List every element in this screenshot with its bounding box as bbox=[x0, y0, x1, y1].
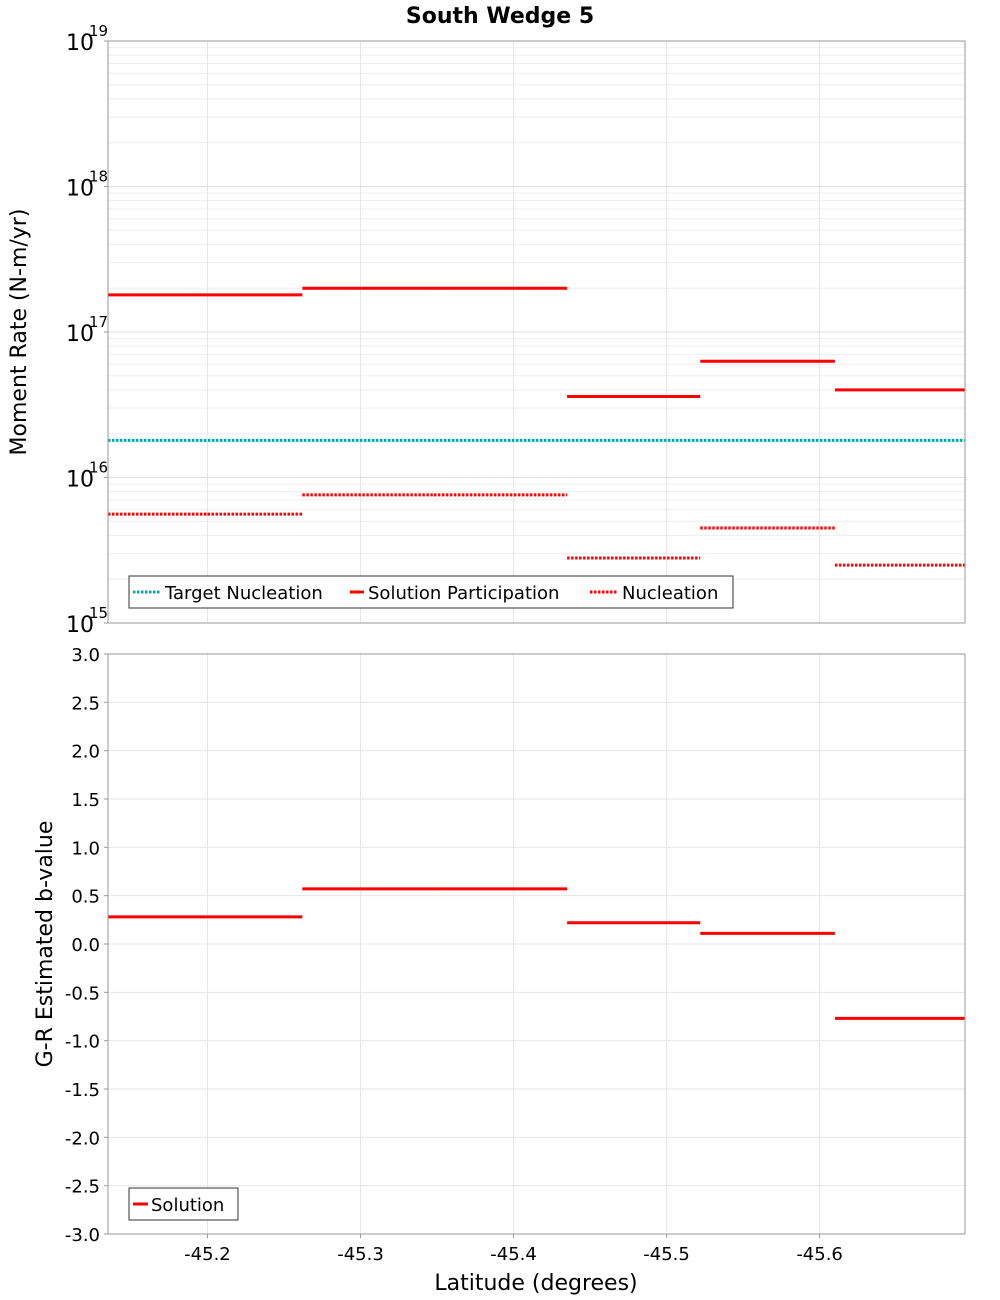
bottom-y-tick-label: -3.0 bbox=[65, 1225, 100, 1246]
bottom-series bbox=[108, 887, 965, 1020]
top-y-tick-label-exp: 15 bbox=[89, 604, 108, 622]
bottom-y-tick-label: -2.5 bbox=[65, 1177, 100, 1198]
top-legend-label: Nucleation bbox=[622, 583, 718, 604]
bottom-y-tick-label: 0.5 bbox=[71, 887, 100, 908]
x-axis-label: Latitude (degrees) bbox=[434, 1271, 637, 1296]
top-legend-label: Target Nucleation bbox=[164, 583, 323, 604]
bottom-y-tick-label: -0.5 bbox=[65, 983, 100, 1004]
bottom-y-tick-label: 3.0 bbox=[71, 645, 100, 666]
chart-title: South Wedge 5 bbox=[406, 4, 594, 29]
bottom-y-tick-label: 0.0 bbox=[71, 935, 100, 956]
x-tick-label: -45.6 bbox=[796, 1244, 843, 1265]
top-y-tick-label-base: 10 bbox=[66, 322, 94, 347]
top-series bbox=[108, 286, 965, 567]
bottom-y-ticks: -3.0 -2.5 -2.0 -1.5 -1.0 -0.5 0.0 0.5 1.0 1.5 2.0 2… bbox=[65, 645, 108, 1246]
bottom-y-tick-label: -1.0 bbox=[65, 1032, 100, 1053]
bottom-y-tick-label: 1.5 bbox=[71, 790, 100, 811]
x-ticks: -45.2 -45.3 -45.4 -45.5 -45.6 bbox=[184, 1234, 843, 1265]
x-tick-label: -45.2 bbox=[184, 1244, 231, 1265]
top-y-tick-label-exp: 16 bbox=[89, 459, 108, 477]
top-y-axis-label: Moment Rate (N-m/yr) bbox=[7, 209, 32, 456]
bottom-y-tick-label: 2.5 bbox=[71, 693, 100, 714]
bottom-legend: Solution bbox=[128, 1187, 239, 1221]
bottom-y-tick-label: -2.0 bbox=[65, 1128, 100, 1149]
top-legend-label: Solution Participation bbox=[368, 583, 559, 604]
bottom-y-tick-label: 2.0 bbox=[71, 742, 100, 763]
x-tick-label: -45.4 bbox=[490, 1244, 537, 1265]
top-y-tick-label-base: 10 bbox=[66, 468, 94, 493]
bottom-y-tick-label: 1.0 bbox=[71, 838, 100, 859]
top-legend-box bbox=[128, 575, 734, 609]
top-y-tick-label-base: 10 bbox=[66, 31, 94, 56]
top-y-tick-label-base: 10 bbox=[66, 613, 94, 638]
x-tick-label: -45.5 bbox=[643, 1244, 690, 1265]
top-legend: Target Nucleation Solution Participation N… bbox=[128, 575, 734, 609]
top-y-tick-label-exp: 17 bbox=[89, 313, 108, 331]
bottom-y-tick-label: -1.5 bbox=[65, 1080, 100, 1101]
top-y-tick-label-base: 10 bbox=[66, 177, 94, 202]
bottom-panel: -3.0 -2.5 -2.0 -1.5 -1.0 -0.5 0.0 0.5 1.0 1.5 2.0 2… bbox=[33, 645, 966, 1296]
bottom-legend-label: Solution bbox=[151, 1195, 224, 1216]
top-y-tick-label-exp: 19 bbox=[89, 22, 108, 40]
top-grid bbox=[108, 41, 965, 624]
top-y-tick-label-exp: 18 bbox=[89, 168, 108, 186]
bottom-y-axis-label: G-R Estimated b-value bbox=[33, 821, 58, 1068]
x-tick-label: -45.3 bbox=[337, 1244, 384, 1265]
